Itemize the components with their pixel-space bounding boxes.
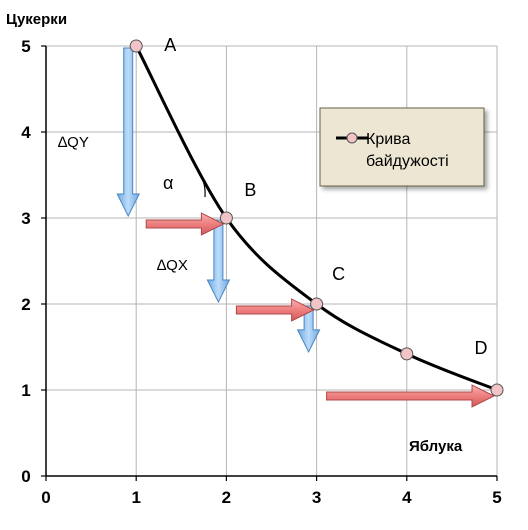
legend: Крива байдужості (319, 107, 485, 187)
right-arrow-3 (326, 384, 496, 408)
x-tick-label-1: 1 (131, 488, 140, 507)
x-tick-label-5: 5 (492, 488, 501, 507)
delta-qx-label: ∆QX (157, 257, 188, 274)
y-tick-label-1: 1 (21, 381, 30, 400)
legend-label-line1: Крива (366, 131, 410, 148)
x-tick-label-2: 2 (222, 488, 231, 507)
down-arrow-2 (206, 219, 231, 304)
y-tick-label-3: 3 (21, 209, 30, 228)
curve-point-1 (129, 39, 143, 53)
indifference-curve-line (134, 45, 498, 392)
down-arrow-1 (116, 47, 141, 218)
curve-point-4 (400, 347, 414, 361)
y-tick-label-2: 2 (21, 295, 30, 314)
y-tick-label-5: 5 (21, 37, 30, 56)
y-axis-title: Цукерки (6, 11, 67, 28)
right-arrow-1 (145, 212, 225, 236)
x-axis-title: Яблука (409, 438, 463, 455)
legend-label-line2: байдужості (366, 153, 449, 170)
curve-layer: A B C D (129, 35, 504, 397)
legend-box (319, 107, 485, 187)
legend-marker (346, 132, 358, 144)
curve-point-2 (219, 211, 233, 225)
delta-arrows (116, 47, 496, 408)
point-label-a: A (164, 35, 176, 55)
axes: 0 1 2 3 4 5 0 1 2 3 4 5 (21, 37, 501, 507)
point-label-c: C (332, 264, 345, 284)
curve-point-3 (310, 297, 324, 311)
x-tick-label-4: 4 (402, 488, 412, 507)
delta-qy-label: ∆QY (58, 134, 89, 151)
y-tick-label-4: 4 (21, 123, 31, 142)
point-label-b: B (244, 180, 256, 200)
angle-arc (197, 171, 206, 198)
chart-labels: Цукерки Яблука ∆QY ∆QX α (6, 11, 463, 455)
x-tick-label-0: 0 (41, 488, 50, 507)
point-label-d: D (475, 338, 488, 358)
right-arrow-2 (235, 298, 315, 322)
curve-point-5 (490, 383, 504, 397)
x-tick-label-3: 3 (312, 488, 321, 507)
y-tick-label-0: 0 (21, 467, 30, 486)
angle-alpha-label: α (163, 173, 173, 193)
